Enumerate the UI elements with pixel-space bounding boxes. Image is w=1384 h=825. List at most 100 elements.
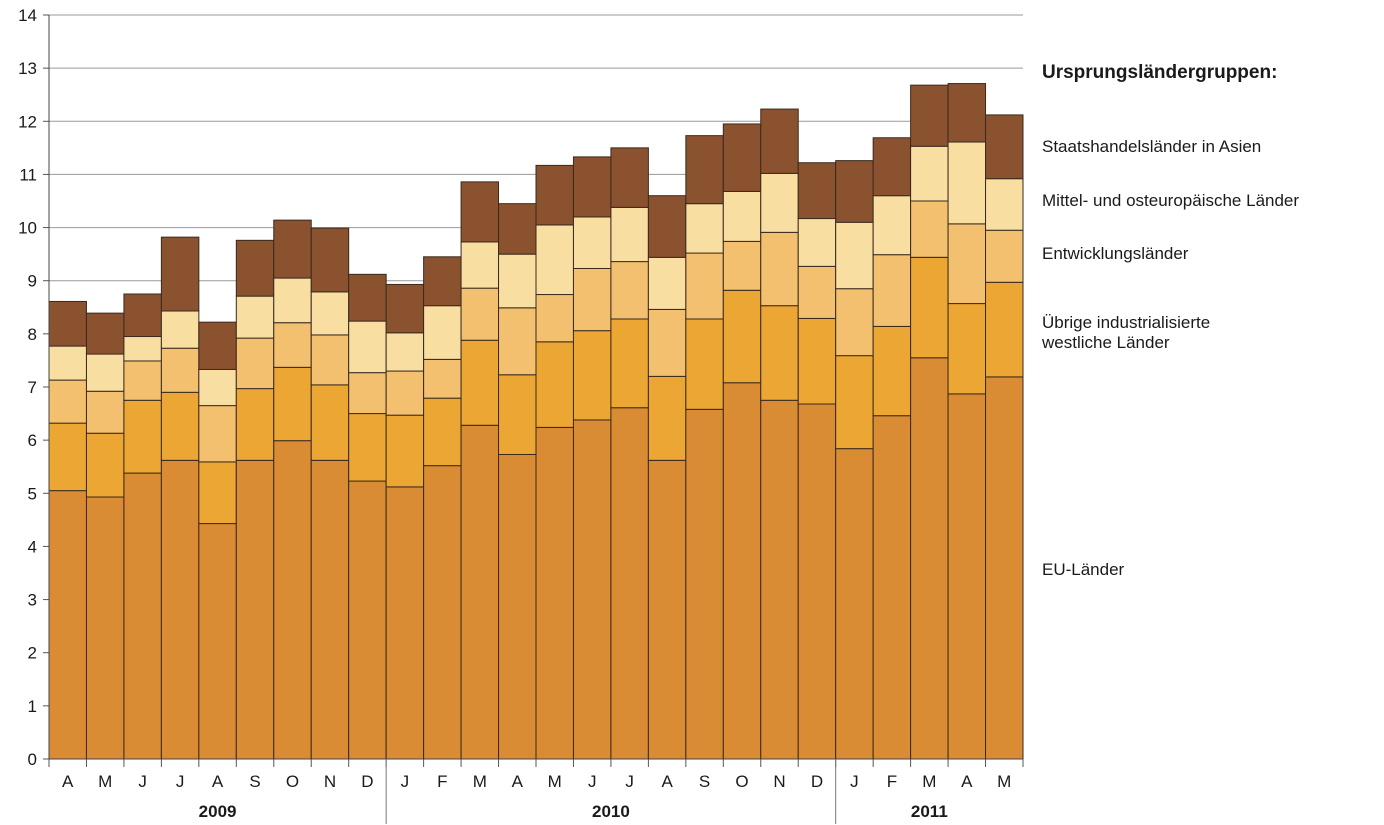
x-tick-label: O	[735, 772, 748, 791]
y-tick-label: 0	[28, 750, 37, 769]
bar-segment-3	[647, 256, 687, 310]
x-tick-label: J	[625, 772, 634, 791]
bar-segment-0	[198, 523, 237, 760]
y-tick-label: 10	[18, 219, 37, 238]
bar-segment-1	[198, 461, 237, 525]
bar-segment-4	[123, 293, 162, 338]
bar-segment-0	[535, 426, 574, 760]
bar-segment-2	[348, 372, 387, 415]
x-tick-label: M	[98, 772, 112, 791]
bar-segment-2	[460, 287, 500, 341]
bar-segment-4	[572, 156, 612, 218]
bar-segment-4	[273, 219, 312, 279]
bar-segment-2	[48, 379, 87, 424]
legend-label-central-eastern-europe: Mittel- und osteuropäische Länder	[1042, 191, 1300, 210]
y-tick-label: 7	[28, 378, 37, 397]
bar-segment-3	[572, 216, 612, 269]
bar-segment-4	[760, 108, 799, 174]
bar-segment-3	[685, 203, 724, 254]
x-tick-label: N	[324, 772, 336, 791]
bar-segment-3	[985, 178, 1024, 231]
x-tick-label: M	[922, 772, 936, 791]
y-tick-label: 3	[28, 591, 37, 610]
year-label: 2010	[592, 802, 630, 821]
bar-segment-0	[385, 486, 425, 760]
y-tick-label: 2	[28, 644, 37, 663]
bar-segment-4	[460, 181, 500, 243]
bar-segment-3	[123, 336, 162, 362]
bar-segment-1	[498, 374, 537, 455]
bar-segment-0	[797, 403, 837, 760]
bar-segment-2	[797, 265, 837, 319]
bar-segment-1	[985, 281, 1024, 378]
bar-segment-0	[910, 357, 949, 760]
bar-segment-2	[985, 229, 1024, 283]
bar-segment-1	[273, 366, 312, 442]
bar-segment-0	[423, 465, 462, 760]
x-tick-label: M	[473, 772, 487, 791]
y-tick-label: 1	[28, 697, 37, 716]
bar-segment-2	[198, 405, 237, 463]
bar-segment-4	[423, 256, 462, 307]
bar-segment-1	[310, 384, 350, 461]
bar-segment-1	[348, 413, 387, 482]
bar-segment-2	[498, 307, 537, 376]
bar-segment-2	[685, 252, 724, 320]
bar-segment-1	[685, 318, 724, 410]
bar-segment-0	[498, 453, 537, 760]
bar-segment-3	[872, 195, 912, 256]
legend-label-other-industrialized: Übrige industrialisierte westliche Lände…	[1042, 313, 1211, 352]
x-tick-label: J	[588, 772, 597, 791]
bar-segment-4	[610, 147, 649, 208]
x-tick-label: J	[401, 772, 410, 791]
bar-segment-3	[498, 253, 537, 309]
bar-segment-2	[123, 360, 162, 401]
bar-segment-3	[835, 221, 874, 290]
bar-segment-0	[872, 415, 912, 760]
bar-segment-4	[198, 321, 237, 370]
bar-segment-1	[385, 414, 425, 488]
bar-segment-2	[385, 370, 425, 416]
bar-segment-0	[572, 419, 612, 760]
x-tick-label: J	[176, 772, 185, 791]
x-tick-label: A	[62, 772, 74, 791]
bar-segment-4	[310, 227, 350, 293]
bar-segment-4	[985, 114, 1024, 180]
bar-segment-2	[947, 223, 987, 305]
y-tick-label: 13	[18, 59, 37, 78]
bar-segment-1	[460, 339, 500, 426]
x-tick-label: M	[548, 772, 562, 791]
bar-segment-3	[722, 190, 762, 242]
bar-segment-0	[48, 490, 87, 760]
bar-segment-2	[160, 347, 200, 393]
y-tick-label: 4	[28, 537, 37, 556]
bar-segment-2	[910, 200, 949, 258]
bar-segment-3	[797, 218, 837, 267]
bar-segment-1	[797, 317, 837, 405]
bar-segment-2	[273, 322, 312, 368]
y-tick-label: 12	[18, 112, 37, 131]
legend-title: Ursprungsländergruppen:	[1042, 62, 1278, 83]
legend-label-asia: Staatshandelsländer in Asien	[1042, 137, 1262, 156]
bar-segment-3	[235, 295, 275, 339]
bar-segment-0	[460, 424, 500, 760]
bar-segment-1	[647, 375, 687, 461]
bar-segment-0	[123, 472, 162, 760]
bar-segment-4	[85, 312, 125, 355]
bar-segment-1	[872, 325, 912, 417]
bar-segment-3	[760, 172, 799, 233]
year-label: 2009	[199, 802, 237, 821]
bar-segment-3	[910, 145, 949, 202]
bar-segment-4	[947, 83, 987, 143]
bar-segment-0	[310, 459, 350, 760]
x-tick-label: F	[437, 772, 447, 791]
bar-segment-3	[610, 206, 649, 263]
year-label: 2011	[911, 802, 948, 821]
bar-segment-4	[48, 300, 87, 347]
bar-segment-4	[647, 195, 687, 258]
x-tick-label: S	[249, 772, 260, 791]
bar-segment-3	[535, 224, 574, 296]
x-tick-label: J	[850, 772, 859, 791]
bar-segment-1	[123, 399, 162, 474]
bar-segment-1	[835, 355, 874, 450]
